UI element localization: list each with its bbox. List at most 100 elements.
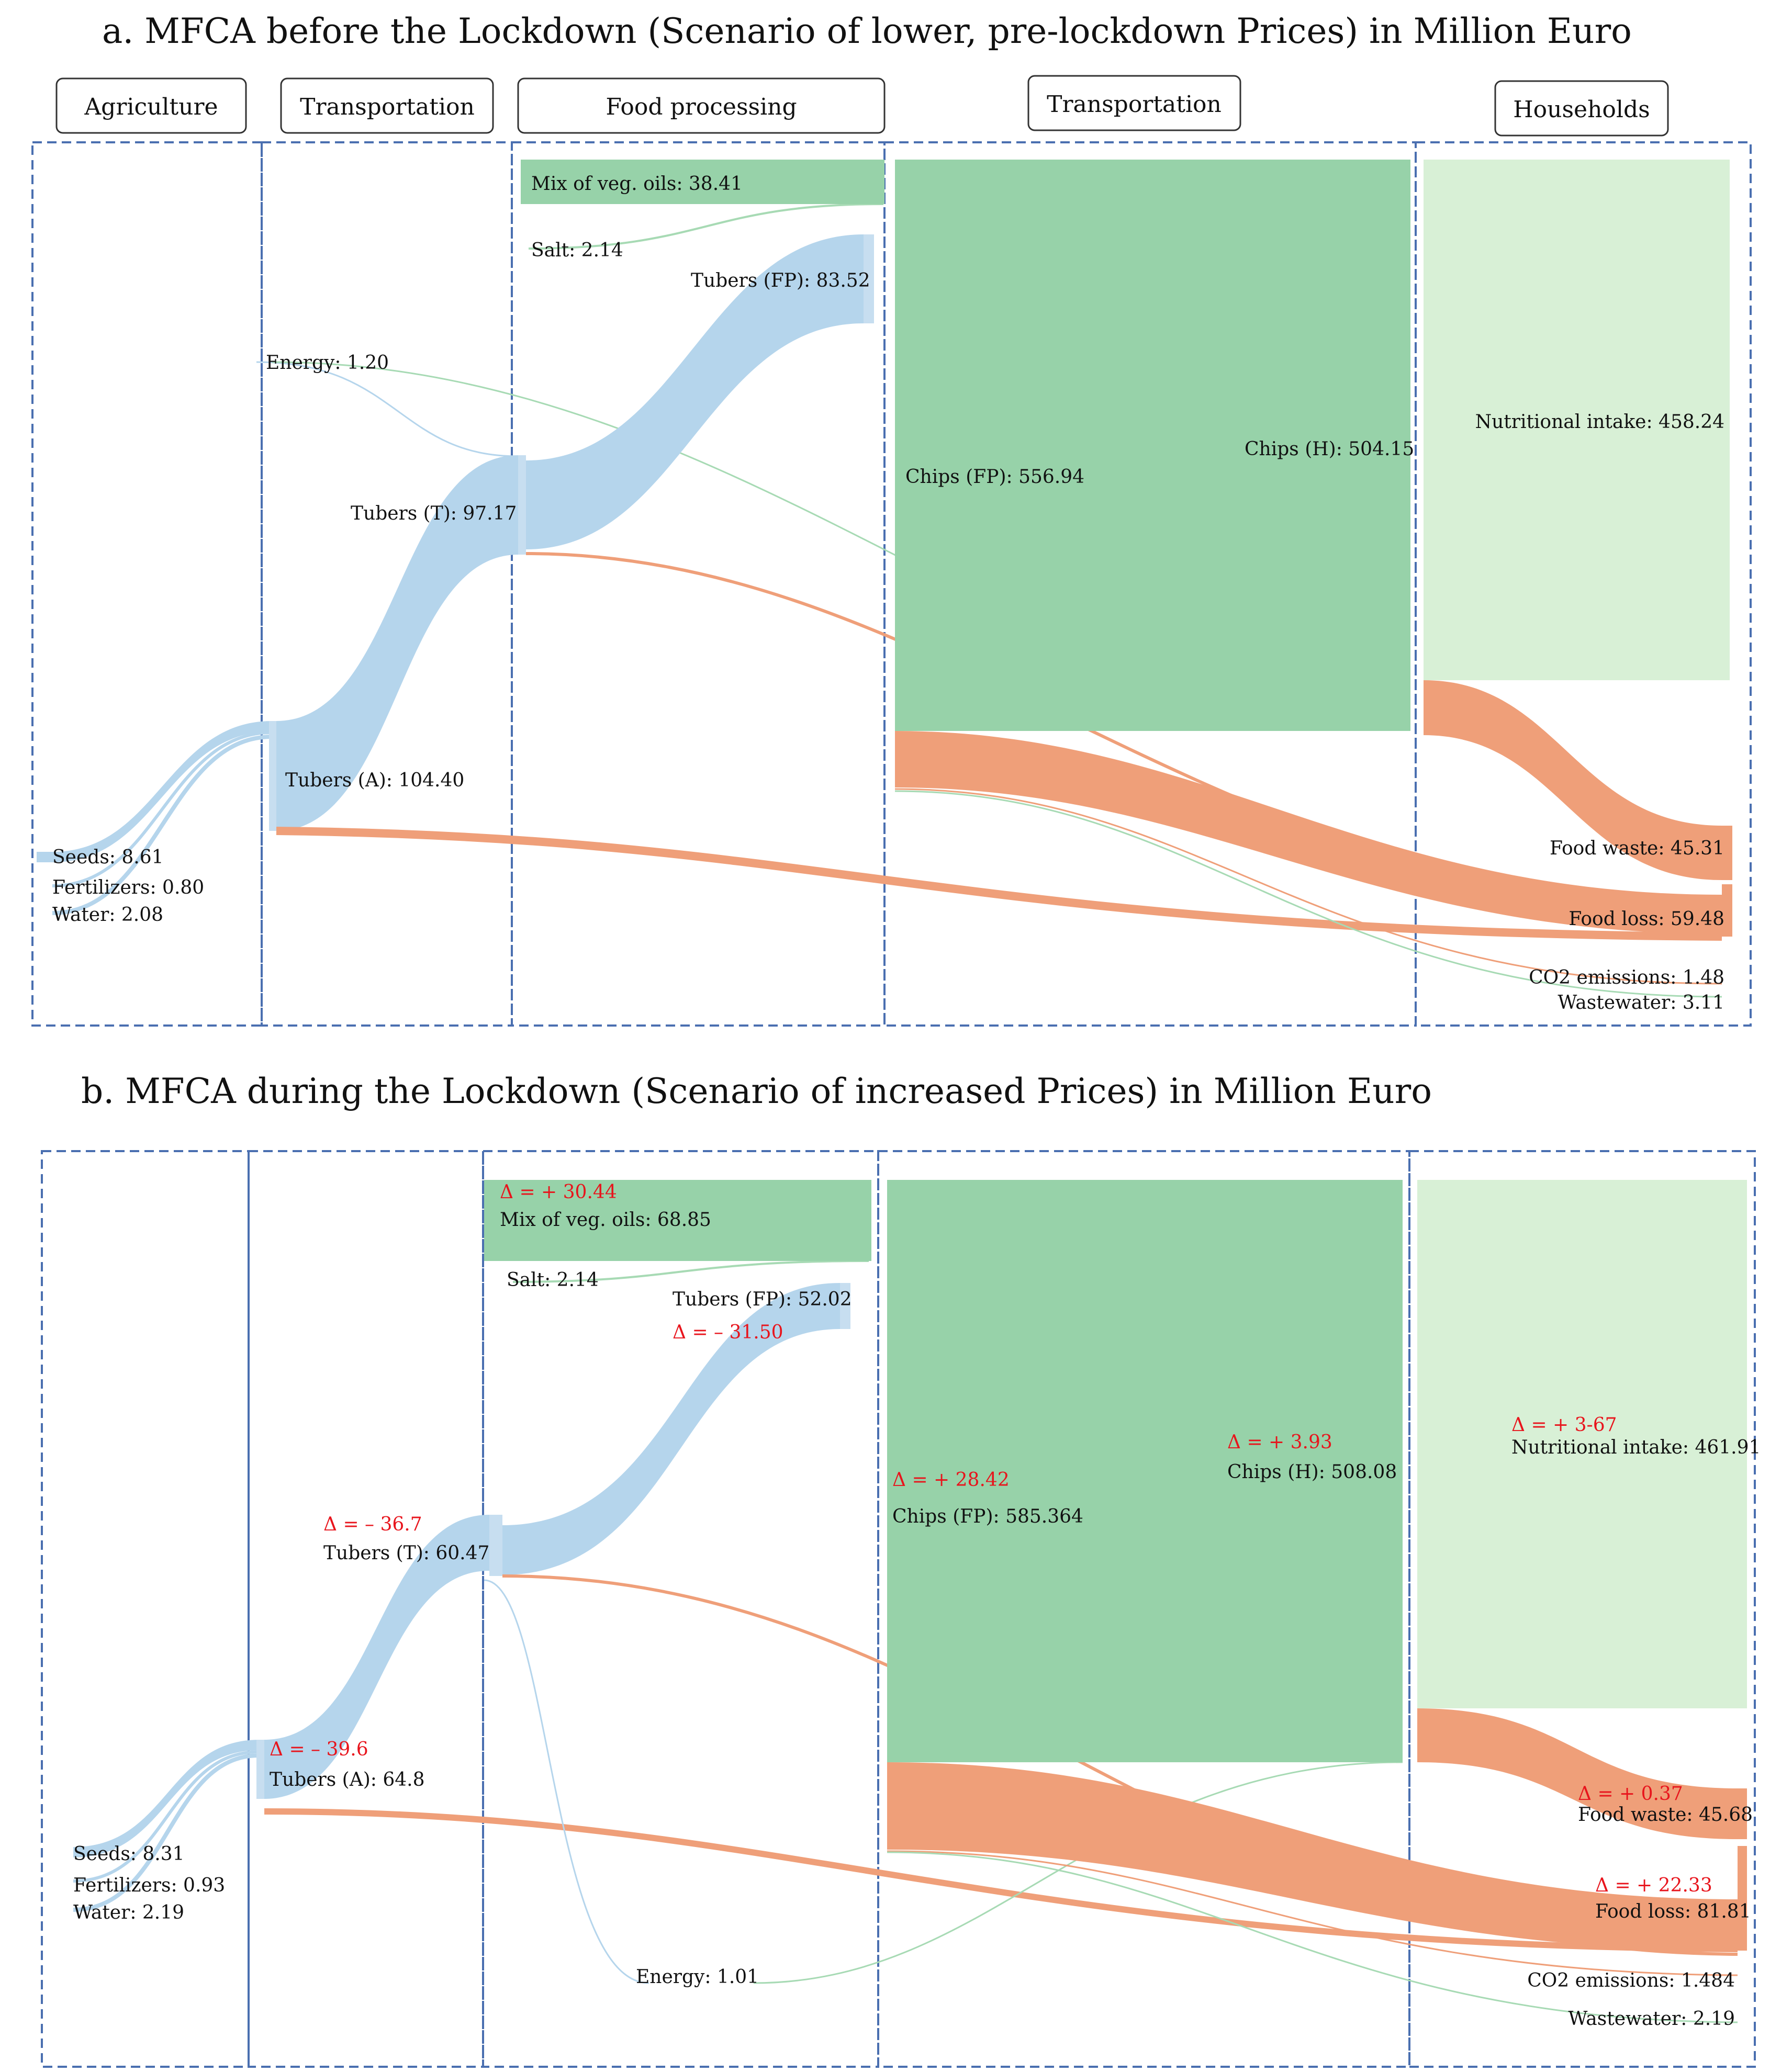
delta-food-loss-b: Δ = + 22.33 — [1595, 1875, 1712, 1896]
flow-energy-from-tubers-b — [484, 1579, 649, 1984]
flow-fertilizers-to-tubers-a-b — [73, 1750, 260, 1883]
label-co2-emissions: CO2 emissions: 1.48 — [1529, 967, 1724, 988]
flow-water-to-tubers-a — [52, 735, 273, 915]
label-chips-h-b: Chips (H): 508.08 — [1227, 1461, 1397, 1483]
delta-nutritional-intake-b: Δ = + 3-67 — [1511, 1414, 1617, 1436]
label-wastewater: Wastewater: 3.11 — [1558, 992, 1724, 1014]
delta-chips-fp-b: Δ = + 28.42 — [892, 1469, 1010, 1491]
flow-salt-to-chips-b — [512, 1260, 869, 1283]
panel-a-title: a. MFCA before the Lockdown (Scenario of… — [102, 11, 1632, 51]
flow-salt-to-chips — [528, 203, 884, 250]
header-transportation-1: Transportation — [300, 94, 475, 120]
label-food-loss: Food loss: 59.48 — [1569, 908, 1724, 930]
panel-b: b. MFCA during the Lockdown (Scenario of… — [41, 1071, 1761, 2068]
label-food-loss-b: Food loss: 81.81 — [1595, 1901, 1751, 1922]
label-salt: Salt: 2.14 — [531, 240, 623, 261]
flow-chips-fp-wastewater-b — [887, 1851, 1738, 2023]
flow-energy-to-chips-b — [753, 1761, 1403, 1984]
stage-box-transportation-2-b — [877, 1150, 1410, 2068]
flow-chips-h-food-waste-b — [1417, 1708, 1738, 1839]
panel-a-stage-boxes — [31, 141, 1752, 1027]
label-energy: Energy: 1.20 — [266, 352, 389, 374]
header-agriculture-box — [55, 77, 247, 134]
flow-chips-h-food-waste — [1424, 680, 1722, 880]
node-food-waste — [1722, 826, 1732, 880]
node-food-loss-b — [1738, 1846, 1747, 1951]
header-households: Households — [1513, 96, 1650, 123]
label-fertilizers-b: Fertilizers: 0.93 — [73, 1875, 225, 1896]
label-water-b: Water: 2.19 — [73, 1902, 184, 1923]
label-food-waste: Food waste: 45.31 — [1550, 838, 1724, 859]
label-tubers-a: Tubers (A): 104.40 — [285, 770, 464, 791]
header-food-processing-box — [517, 77, 886, 134]
node-tubers-a — [269, 721, 276, 831]
node-mix-veg-oils-b — [484, 1180, 871, 1261]
node-nutritional-intake — [1424, 160, 1730, 680]
node-chips-b — [887, 1180, 1403, 1762]
flow-energy-to-tubers-t — [256, 361, 519, 457]
label-nutritional-intake: Nutritional intake: 458.24 — [1475, 411, 1724, 433]
label-co2-emissions-b: CO2 emissions: 1.484 — [1527, 1970, 1735, 1991]
delta-tubers-t-b: Δ = – 36.7 — [323, 1514, 422, 1535]
flow-chips-fp-co2 — [894, 788, 1722, 985]
delta-tubers-a-b: Δ = – 39.6 — [270, 1739, 368, 1760]
node-tubers-fp — [864, 234, 874, 323]
label-tubers-t: Tubers (T): 97.17 — [351, 503, 517, 524]
flow-tubers-a-to-tubers-t — [276, 455, 518, 831]
flow-tubers-t-to-tubers-fp-b — [502, 1283, 840, 1575]
flow-tubers-t-to-tubers-fp — [526, 234, 864, 549]
flow-chips-fp-co2-b — [887, 1850, 1738, 1976]
node-nutritional-intake-b — [1417, 1180, 1747, 1708]
label-tubers-fp-b: Tubers (FP): 52.02 — [673, 1289, 852, 1310]
label-wastewater-b: Wastewater: 2.19 — [1568, 2008, 1735, 2030]
header-households-box — [1494, 80, 1669, 137]
panel-a-flows — [37, 203, 1722, 998]
header-agriculture: Agriculture — [84, 94, 218, 120]
label-fertilizers: Fertilizers: 0.80 — [52, 877, 204, 898]
label-water: Water: 2.08 — [52, 904, 163, 926]
label-seeds: Seeds: 8.61 — [52, 847, 164, 868]
flow-chips-fp-wastewater — [894, 790, 1722, 998]
stage-box-transportation-1-b — [248, 1150, 484, 2068]
panel-a-labels: Seeds: 8.61 Fertilizers: 0.80 Water: 2.0… — [52, 173, 1724, 1014]
delta-tubers-fp-b: Δ = – 31.50 — [673, 1322, 783, 1343]
flow-tubers-a-to-tubers-t-b — [264, 1515, 489, 1799]
label-tubers-fp: Tubers (FP): 83.52 — [691, 270, 870, 291]
panel-b-nodes — [256, 1180, 1747, 1951]
label-chips-fp-b: Chips (FP): 585.364 — [892, 1506, 1083, 1527]
stage-box-households — [1415, 141, 1752, 1027]
label-food-waste-b: Food waste: 45.68 — [1578, 1804, 1753, 1826]
delta-food-waste-b: Δ = + 0.37 — [1578, 1783, 1683, 1805]
panel-b-stage-boxes — [41, 1150, 1756, 2068]
node-tubers-a-b — [256, 1740, 264, 1799]
flow-tubers-a-loss — [276, 827, 1722, 941]
delta-mix-veg-oils-b: Δ = + 30.44 — [500, 1181, 617, 1203]
flow-seeds-to-tubers-a-b — [73, 1740, 259, 1857]
header-transportation-2: Transportation — [1047, 91, 1222, 118]
flow-water-to-tubers-a-b — [73, 1753, 260, 1912]
flow-chips-fp-food-loss — [895, 731, 1722, 934]
label-tubers-a-b: Tubers (A): 64.8 — [270, 1769, 425, 1791]
header-food-processing: Food processing — [606, 94, 797, 120]
panel-a-nodes — [269, 160, 1732, 937]
label-chips-fp: Chips (FP): 556.94 — [905, 466, 1084, 488]
label-mix-veg-oils: Mix of veg. oils: 38.41 — [531, 173, 743, 195]
label-seeds-b: Seeds: 8.31 — [73, 1843, 185, 1865]
flow-chips-fp-food-loss-b — [887, 1762, 1738, 1951]
node-food-loss — [1722, 884, 1732, 937]
node-tubers-fp-b — [840, 1283, 850, 1329]
header-transportation-1-box — [280, 77, 494, 134]
stage-box-transportation-1 — [261, 141, 513, 1027]
stage-box-agriculture-b — [41, 1150, 250, 2068]
flow-fertilizers-to-tubers-a — [52, 731, 273, 887]
label-energy-b: Energy: 1.01 — [636, 1966, 759, 1988]
node-mix-veg-oils — [521, 160, 884, 204]
label-tubers-t-b: Tubers (T): 60.47 — [323, 1542, 489, 1564]
node-tubers-t-b — [489, 1515, 502, 1576]
header-transportation-2-box — [1027, 75, 1241, 131]
label-chips-h: Chips (H): 504.15 — [1245, 438, 1414, 460]
label-salt-b: Salt: 2.14 — [507, 1269, 599, 1291]
stage-box-food-processing — [511, 141, 886, 1027]
panel-b-title: b. MFCA during the Lockdown (Scenario of… — [81, 1071, 1432, 1111]
